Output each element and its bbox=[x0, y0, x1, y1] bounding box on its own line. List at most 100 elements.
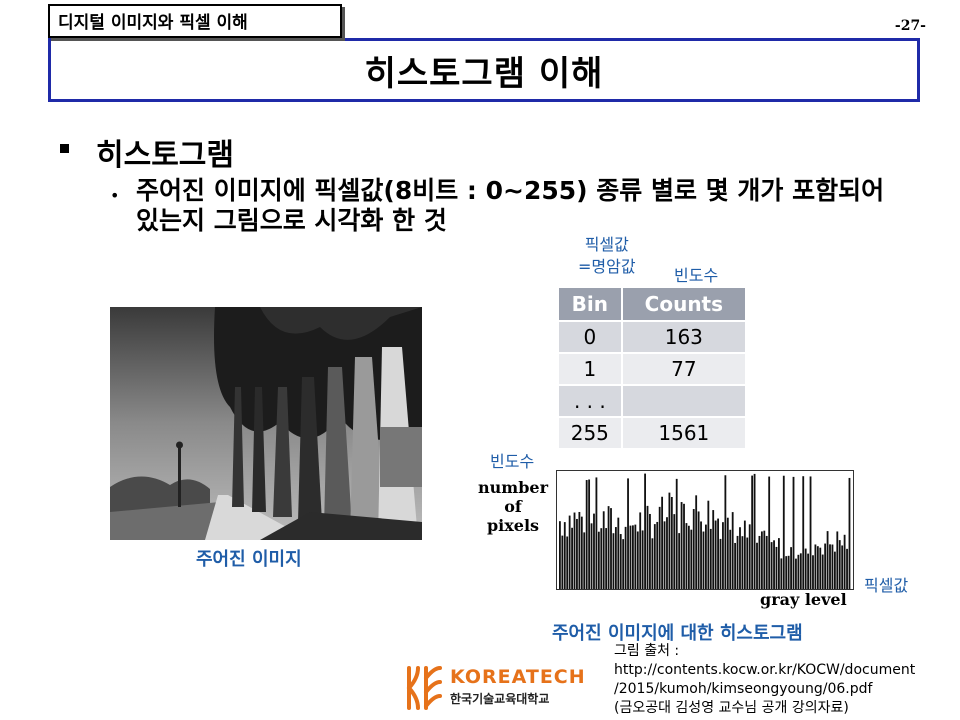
histogram-bar bbox=[734, 542, 737, 589]
histogram-bar bbox=[782, 475, 785, 589]
table-cell bbox=[620, 384, 748, 418]
bullet-level2: 주어진 이미지에 픽셀값(8비트 : 0~255) 종류 별로 몇 개가 포함되… bbox=[136, 176, 885, 235]
histogram-bar bbox=[666, 517, 668, 589]
y-label-line2: of bbox=[504, 497, 522, 516]
histogram-plot bbox=[556, 470, 854, 590]
histogram-bar bbox=[649, 513, 651, 589]
histogram-bar bbox=[838, 540, 841, 589]
histogram-bar bbox=[678, 533, 681, 589]
histogram-bar bbox=[602, 511, 605, 589]
histogram-bar bbox=[627, 478, 629, 589]
histogram-bar bbox=[719, 538, 722, 589]
histogram-bar bbox=[804, 548, 807, 589]
histogram-bar bbox=[597, 531, 600, 589]
logo-subname: 한국기술교육대학교 bbox=[450, 692, 550, 706]
histogram-bar bbox=[700, 521, 702, 589]
histogram-bar bbox=[585, 480, 588, 589]
histogram-bar bbox=[568, 515, 571, 589]
table-row: 0 163 bbox=[557, 320, 748, 354]
histogram-bar bbox=[739, 527, 741, 589]
histogram-bar bbox=[658, 506, 661, 589]
histogram-bar bbox=[756, 542, 758, 589]
frequency-note: 빈도수 bbox=[674, 266, 719, 285]
pixel-value-note: 픽셀값 =명암값 bbox=[578, 234, 636, 278]
histogram-bar bbox=[778, 538, 780, 589]
histogram-bar bbox=[663, 521, 666, 589]
section-tag: 디지털 이미지와 픽셀 이해 bbox=[48, 4, 342, 38]
histogram-bar bbox=[841, 545, 844, 589]
table-row: 1 77 bbox=[557, 352, 748, 386]
tree-path-photo bbox=[110, 307, 422, 540]
histogram-bar bbox=[636, 531, 639, 589]
bin-counts-table: Bin Counts 0 163 1 77 . . . 255 1561 bbox=[557, 286, 748, 450]
histogram-bar bbox=[790, 547, 792, 589]
histogram-bar bbox=[673, 514, 676, 589]
histogram-bar bbox=[743, 520, 746, 589]
histogram-bar bbox=[580, 516, 583, 589]
histogram-bar bbox=[826, 531, 829, 589]
pixel-note-line2: =명암값 bbox=[578, 257, 636, 276]
histogram-bar bbox=[848, 477, 851, 589]
histogram-x-label: gray level bbox=[760, 590, 847, 609]
histogram-bar bbox=[831, 544, 834, 589]
histogram-bar bbox=[566, 536, 569, 589]
histogram-bar bbox=[605, 528, 608, 589]
histogram-bar bbox=[763, 530, 766, 589]
histogram-bar bbox=[785, 556, 788, 589]
histogram-bar bbox=[661, 496, 664, 589]
histogram-bar bbox=[561, 535, 564, 589]
histogram-bar bbox=[705, 524, 707, 589]
histogram-bar bbox=[773, 540, 775, 589]
histogram-bar bbox=[685, 523, 688, 589]
histogram-bar bbox=[816, 546, 819, 589]
histogram-bar bbox=[571, 527, 573, 589]
histogram-bar bbox=[632, 525, 634, 589]
histogram-bar bbox=[680, 502, 683, 589]
histogram-bar bbox=[576, 518, 578, 589]
table-row: 255 1561 bbox=[557, 416, 748, 450]
histogram-bar bbox=[836, 531, 839, 589]
table-cell: 1561 bbox=[620, 416, 748, 450]
histogram-caption: 주어진 이미지에 대한 히스토그램 bbox=[552, 623, 803, 644]
histogram-bar bbox=[563, 522, 566, 589]
histogram-bar bbox=[726, 517, 729, 589]
histogram-bar bbox=[724, 475, 727, 589]
histogram-bar bbox=[753, 473, 756, 589]
histogram-bar bbox=[656, 521, 659, 589]
histogram-bar bbox=[821, 554, 824, 589]
source-line: /2015/kumoh/kimseongyoung/06.pdf bbox=[614, 681, 873, 697]
koreatech-mark-icon bbox=[407, 666, 442, 710]
histogram-bar bbox=[714, 520, 717, 589]
histogram-bar bbox=[707, 500, 710, 589]
header-bin: Bin bbox=[557, 286, 623, 322]
histogram-bar bbox=[814, 544, 817, 589]
histogram-bar bbox=[668, 492, 671, 589]
histogram-bar bbox=[797, 554, 800, 589]
histogram-bar bbox=[651, 538, 654, 589]
table-header-row: Bin Counts bbox=[557, 286, 748, 322]
histogram-bar bbox=[760, 531, 763, 589]
histogram-bar bbox=[653, 524, 656, 589]
histogram-bar bbox=[802, 476, 805, 589]
table-cell: . . . bbox=[557, 384, 623, 418]
table-cell: 77 bbox=[620, 352, 748, 386]
histogram-bar bbox=[624, 526, 627, 589]
histogram-bar bbox=[746, 537, 749, 589]
histogram-bar bbox=[829, 544, 831, 589]
photo-caption: 주어진 이미지 bbox=[196, 549, 302, 570]
histogram-bar bbox=[765, 535, 768, 589]
histogram-bar bbox=[634, 524, 637, 589]
histogram-bar bbox=[583, 532, 586, 589]
table-cell: 1 bbox=[557, 352, 623, 386]
histogram-bar bbox=[622, 539, 625, 589]
histogram-bar bbox=[770, 542, 773, 589]
histogram-bar bbox=[809, 476, 812, 589]
title-box: 히스토그램 이해 bbox=[48, 38, 920, 102]
histogram-bar bbox=[595, 477, 598, 589]
histogram-bar bbox=[768, 476, 771, 589]
histogram-bar bbox=[646, 505, 649, 589]
histogram-bar bbox=[819, 547, 822, 589]
histogram-bar bbox=[607, 506, 610, 589]
histogram-bar bbox=[795, 558, 797, 589]
histogram-bar bbox=[775, 546, 778, 589]
